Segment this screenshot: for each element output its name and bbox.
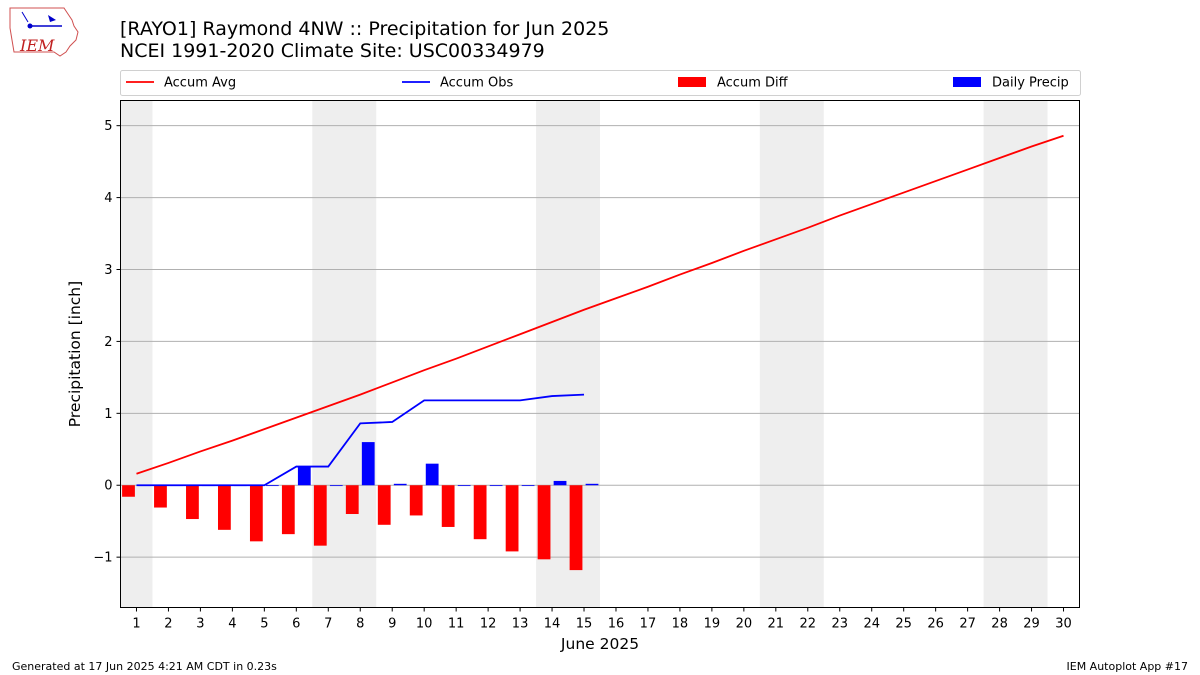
x-tick-label: 1 xyxy=(132,617,140,632)
x-tick-label: 27 xyxy=(959,617,976,632)
y-tick-label: 5 xyxy=(104,119,112,134)
daily-precip-bar xyxy=(489,485,503,487)
x-tick-label: 28 xyxy=(991,617,1008,632)
x-tick-label: 22 xyxy=(800,617,817,632)
accum-diff-bar xyxy=(569,485,583,571)
accum-diff-bar xyxy=(186,485,199,520)
accum-diff-bar xyxy=(249,485,263,542)
accum-diff-bar xyxy=(122,485,135,497)
x-tick-label: 6 xyxy=(292,617,300,632)
x-axis-ticks: 1 2 3 4 5 6 7 8 9 10 11 12 13 14 15 16 17 18 19 20 21 22 23 24 2… xyxy=(132,607,1072,632)
accum-diff-bar xyxy=(217,485,231,530)
daily-precip-bar xyxy=(361,442,375,486)
legend: Accum Avg Accum Obs Accum Diff Daily Pre… xyxy=(120,70,1081,96)
x-tick-label: 10 xyxy=(416,617,433,632)
x-tick-label: 11 xyxy=(448,617,465,632)
bars xyxy=(122,442,599,571)
x-tick-label: 17 xyxy=(640,617,657,632)
y-axis-ticks: −1 0 1 2 3 4 5 xyxy=(93,119,121,566)
daily-precip-bar xyxy=(329,485,343,487)
accum-diff-bar xyxy=(313,485,327,546)
y-tick-label: 1 xyxy=(104,407,112,422)
accum-obs-line xyxy=(136,393,585,487)
accum-diff-bar xyxy=(537,485,551,560)
x-tick-label: 8 xyxy=(356,617,364,632)
daily-precip-bar xyxy=(265,485,279,487)
x-tick-label: 23 xyxy=(831,617,848,632)
accum-diff-bar xyxy=(409,485,423,516)
x-tick-label: 30 xyxy=(1055,617,1072,632)
accum-diff-bar xyxy=(377,485,391,525)
daily-precip-bar xyxy=(553,480,567,486)
legend-label-accum-avg: Accum Avg xyxy=(164,76,236,91)
x-tick-label: 29 xyxy=(1023,617,1040,632)
accum-avg-line xyxy=(136,134,1064,475)
iem-logo: IEM xyxy=(9,7,79,57)
footer-app-text: IEM Autoplot App #17 xyxy=(1067,660,1189,673)
accum-diff-bar xyxy=(505,485,519,552)
legend-label-accum-obs: Accum Obs xyxy=(440,76,513,91)
x-tick-label: 12 xyxy=(480,617,497,632)
x-tick-label: 15 xyxy=(576,617,593,632)
gridlines xyxy=(120,125,1080,558)
weekend-shade-band xyxy=(120,100,153,608)
y-tick-label: 0 xyxy=(104,479,112,494)
y-tick-label: 4 xyxy=(104,191,112,206)
y-axis-label: Precipitation [inch] xyxy=(66,281,84,427)
accum-diff-bar xyxy=(473,485,487,540)
footer-generated-text: Generated at 17 Jun 2025 4:21 AM CDT in … xyxy=(12,660,277,673)
series-lines xyxy=(136,134,1064,487)
plot-frame xyxy=(120,100,1080,608)
accum-diff-bar xyxy=(441,485,455,527)
accum-diff-bar xyxy=(154,485,167,508)
rain-gauge-icon xyxy=(27,23,33,29)
x-tick-label: 25 xyxy=(895,617,912,632)
weekend-shade-band xyxy=(983,100,1048,608)
legend-label-accum-diff: Accum Diff xyxy=(717,76,789,91)
weekend-shade-band xyxy=(759,100,824,608)
x-tick-label: 16 xyxy=(608,617,625,632)
x-tick-label: 3 xyxy=(196,617,204,632)
y-tick-label: 3 xyxy=(104,263,112,278)
daily-precip-bar xyxy=(521,485,535,487)
x-tick-label: 20 xyxy=(736,617,753,632)
accum-diff-bar xyxy=(281,485,295,535)
x-tick-label: 24 xyxy=(863,617,880,632)
accum-diff-bar xyxy=(345,485,359,515)
legend-swatch-daily-precip xyxy=(953,77,981,87)
x-tick-label: 14 xyxy=(544,617,561,632)
y-tick-label: 2 xyxy=(104,335,112,350)
daily-precip-bar xyxy=(585,483,599,486)
daily-precip-bar xyxy=(425,463,439,486)
legend-label-daily-precip: Daily Precip xyxy=(992,76,1069,91)
x-tick-label: 2 xyxy=(164,617,172,632)
x-tick-label: 7 xyxy=(324,617,332,632)
x-tick-label: 5 xyxy=(260,617,268,632)
x-tick-label: 4 xyxy=(228,617,236,632)
daily-precip-bar xyxy=(457,485,471,487)
chart-subtitle: NCEI 1991-2020 Climate Site: USC00334979 xyxy=(120,40,545,62)
chart-title: [RAYO1] Raymond 4NW :: Precipitation for… xyxy=(120,18,609,40)
x-axis-label: June 2025 xyxy=(560,635,639,653)
logo-text: IEM xyxy=(19,36,55,55)
y-tick-label: −1 xyxy=(93,551,112,566)
x-tick-label: 9 xyxy=(388,617,396,632)
x-tick-label: 26 xyxy=(927,617,944,632)
legend-swatch-accum-diff xyxy=(678,77,706,87)
legend-box xyxy=(120,70,1081,96)
x-tick-label: 21 xyxy=(768,617,785,632)
daily-precip-bar xyxy=(393,483,407,486)
x-tick-label: 18 xyxy=(672,617,689,632)
x-tick-label: 19 xyxy=(704,617,721,632)
daily-precip-bar xyxy=(297,466,311,486)
x-tick-label: 13 xyxy=(512,617,529,632)
